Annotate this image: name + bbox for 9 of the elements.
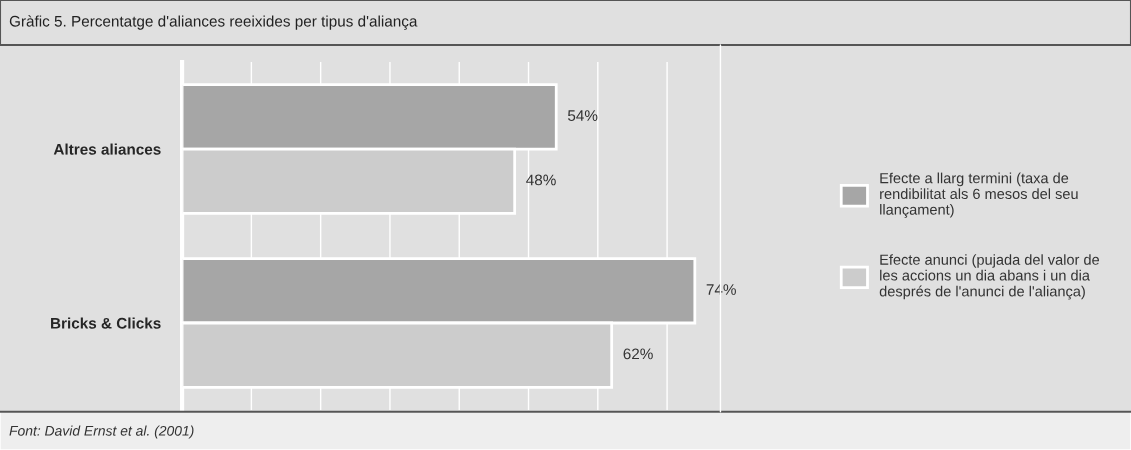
legend-label: Efecte anunci (pujada del valor de les accions un dia abans i un dia després de l'anunci de l'aliança)	[879, 254, 1100, 300]
legend-label: Efecte a llarg termini (taxa de rendibilitat als 6 mesos del seu llançament)	[880, 172, 1078, 218]
y-tick-label: Bricks & Clicks	[51, 317, 161, 329]
data-label: 48%	[526, 174, 556, 186]
text: Font: David Ernst et al. (2001)	[9, 425, 194, 439]
data-label: 54%	[567, 110, 598, 121]
chart-title: Gràfic 5. Percentatge d'aliances reeixides per tipus d'aliança	[9, 15, 418, 30]
y-tick-label: Altres aliances	[53, 143, 161, 155]
data-label: 62%	[623, 348, 653, 360]
